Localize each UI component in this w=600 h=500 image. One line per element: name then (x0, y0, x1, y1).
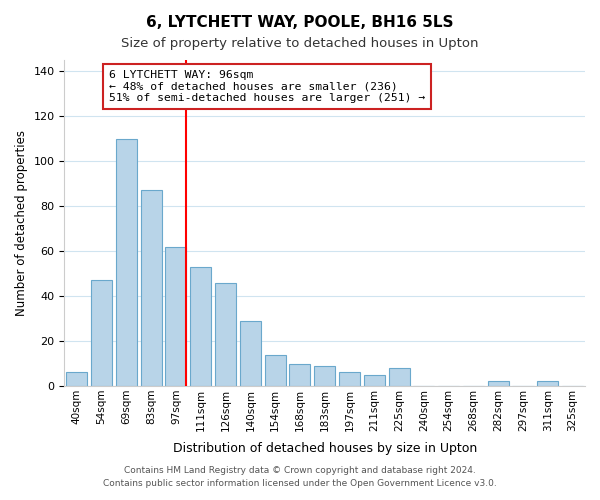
Bar (389, 368, 410, 386)
X-axis label: Distribution of detached houses by size in Upton: Distribution of detached houses by size … (173, 442, 477, 455)
Bar (66, 372, 88, 386)
Bar (240, 321, 261, 386)
Bar (265, 354, 286, 386)
Text: Size of property relative to detached houses in Upton: Size of property relative to detached ho… (121, 38, 479, 51)
Bar (364, 374, 385, 386)
Bar (140, 190, 162, 386)
Bar (190, 267, 211, 386)
Text: Contains HM Land Registry data © Crown copyright and database right 2024.
Contai: Contains HM Land Registry data © Crown c… (103, 466, 497, 487)
Bar (91, 280, 112, 386)
Text: 6, LYTCHETT WAY, POOLE, BH16 5LS: 6, LYTCHETT WAY, POOLE, BH16 5LS (146, 15, 454, 30)
Y-axis label: Number of detached properties: Number of detached properties (15, 130, 28, 316)
Bar (314, 366, 335, 386)
Bar (488, 382, 509, 386)
Bar (116, 138, 137, 386)
Text: 6 LYTCHETT WAY: 96sqm
← 48% of detached houses are smaller (236)
51% of semi-det: 6 LYTCHETT WAY: 96sqm ← 48% of detached … (109, 70, 425, 103)
Bar (339, 372, 360, 386)
Bar (537, 382, 559, 386)
Bar (166, 246, 187, 386)
Bar (215, 282, 236, 386)
Bar (289, 364, 310, 386)
